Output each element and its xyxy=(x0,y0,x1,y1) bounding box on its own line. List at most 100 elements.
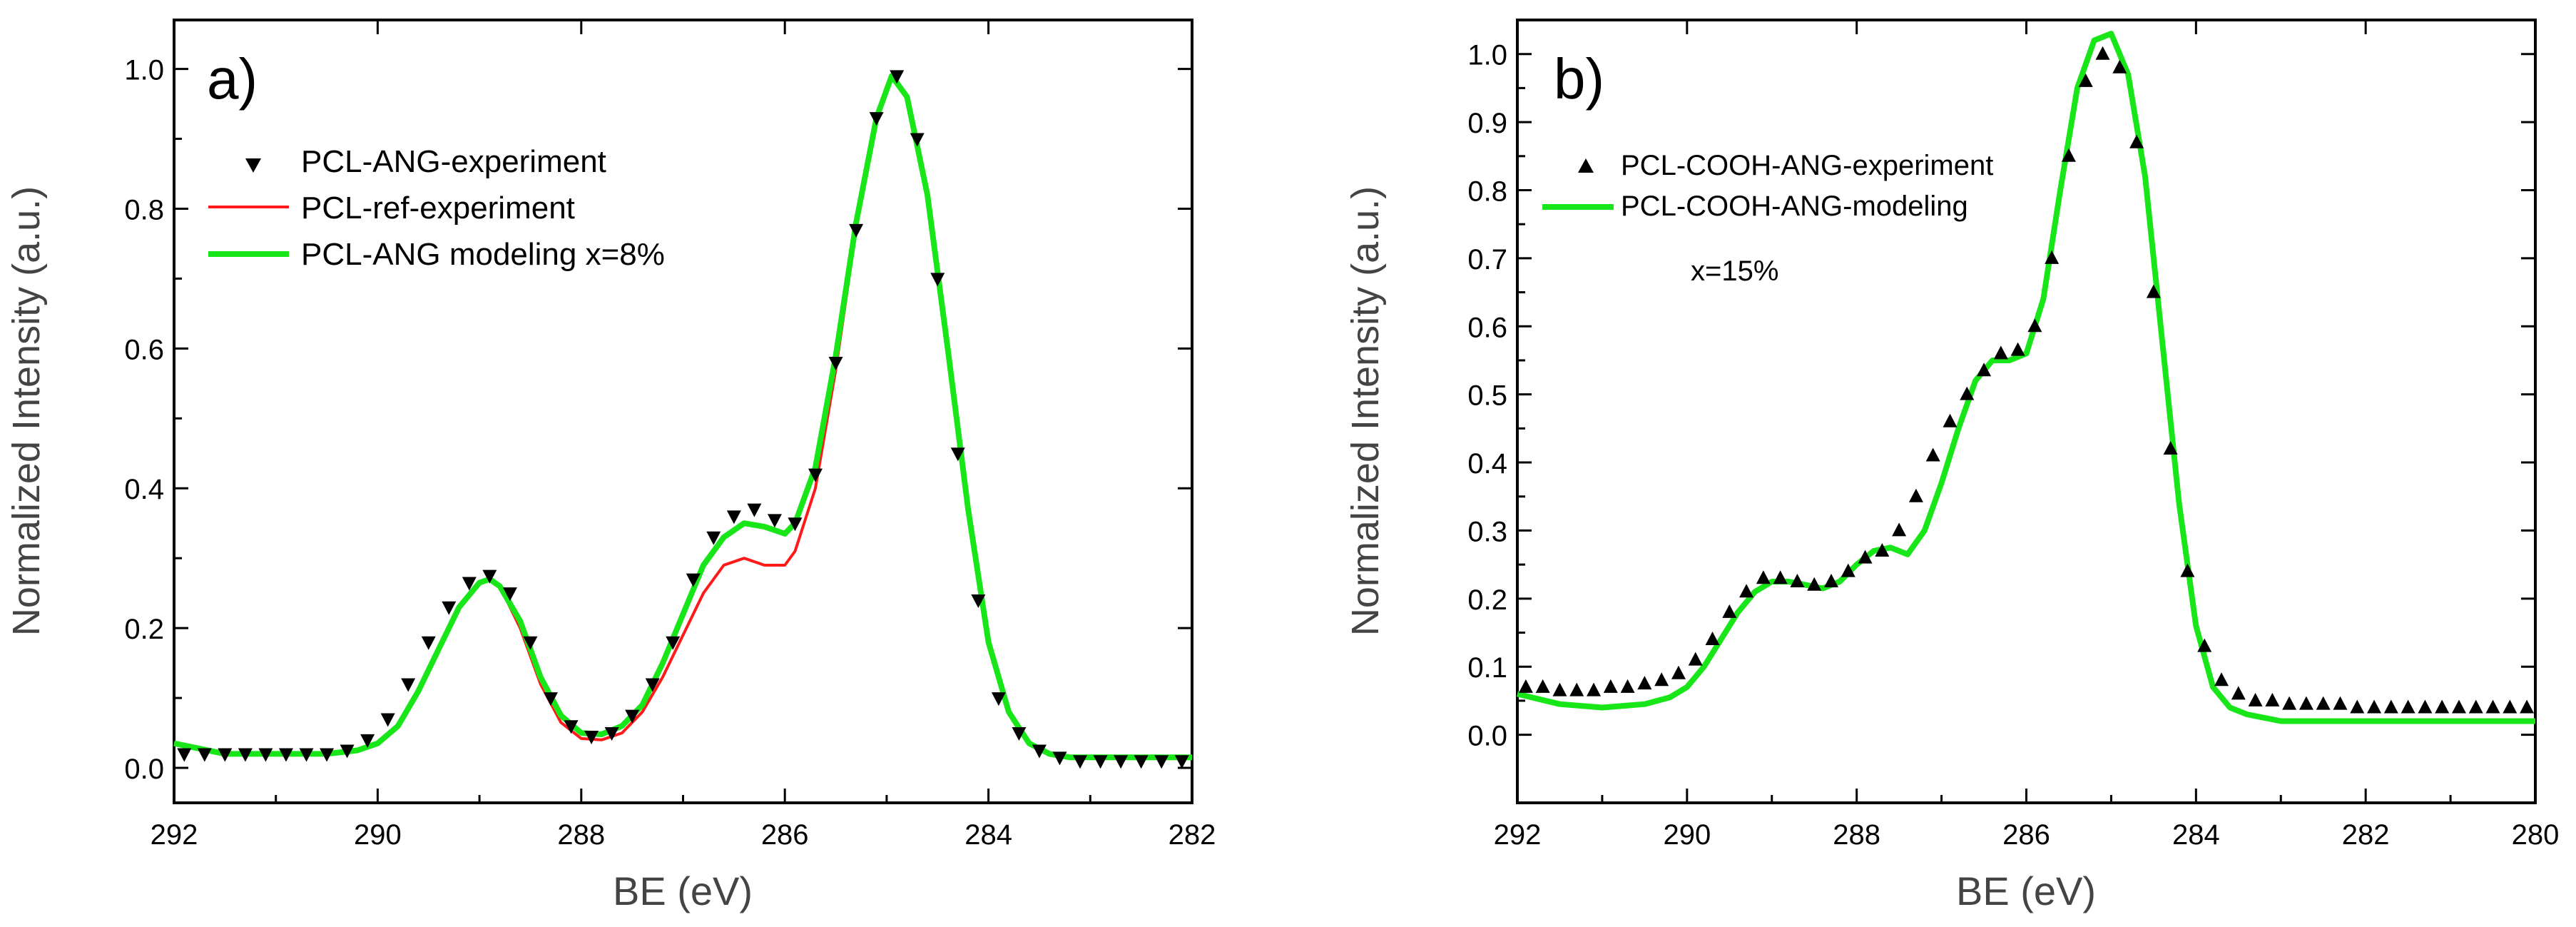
data-point xyxy=(1671,665,1686,679)
plot-frame-b xyxy=(1516,19,2537,804)
data-point xyxy=(1073,755,1088,769)
data-point xyxy=(666,636,681,650)
data-point xyxy=(828,356,843,370)
x-tick-label: 282 xyxy=(1169,819,1216,851)
data-point xyxy=(1823,573,1838,587)
panel-label-a: a) xyxy=(207,47,258,111)
data-point xyxy=(1620,679,1635,693)
data-point xyxy=(1773,570,1788,584)
data-point xyxy=(1858,549,1873,564)
data-point xyxy=(218,748,233,762)
data-point xyxy=(1943,413,1958,427)
y-tick-label: 0.4 xyxy=(124,474,164,505)
data-point xyxy=(564,720,579,734)
x-tick-label: 282 xyxy=(2342,819,2390,851)
data-point xyxy=(910,133,925,147)
y-tick-label: 0.4 xyxy=(1467,448,1507,480)
y-tick-label: 0.8 xyxy=(124,194,164,226)
legend-marker-pcl-cooh-ang-experiment xyxy=(1578,158,1594,173)
data-point xyxy=(380,713,395,727)
data-point xyxy=(2265,692,2280,706)
data-point xyxy=(462,577,477,591)
data-point xyxy=(2468,699,2483,714)
x-tick-label: 286 xyxy=(2002,819,2050,851)
data-point xyxy=(2418,699,2433,714)
data-point xyxy=(625,709,640,724)
data-point xyxy=(584,730,599,744)
data-point xyxy=(1705,632,1720,646)
data-point xyxy=(320,748,335,762)
data-point xyxy=(1114,755,1129,769)
data-point xyxy=(1688,652,1703,666)
data-point xyxy=(767,514,782,528)
data-point xyxy=(2316,696,2331,710)
data-point xyxy=(1925,447,1940,462)
legend-b: PCL-COOH-ANG-experiment PCL-COOH-ANG-mod… xyxy=(1542,150,1993,222)
series-line-pcl-cooh-ang-modeling xyxy=(1517,31,2535,724)
data-point xyxy=(2333,696,2348,710)
series-markers-pcl-cooh-ang-experiment xyxy=(1518,46,2535,714)
data-point xyxy=(604,727,619,741)
x-tick-label: 288 xyxy=(1833,819,1880,851)
data-point xyxy=(747,503,762,517)
data-point xyxy=(1552,682,1567,696)
y-tick-label: 1.0 xyxy=(1467,40,1507,71)
y-axis-ticks-a: 0.0 0.2 0.4 0.6 0.8 1.0 xyxy=(124,55,1192,785)
data-point xyxy=(686,573,701,587)
data-point xyxy=(869,112,884,126)
legend-label-pcl-ang-experiment: PCL-ANG-experiment xyxy=(301,144,606,179)
data-point xyxy=(788,517,803,532)
data-point xyxy=(2485,699,2500,714)
data-point xyxy=(2367,699,2382,714)
data-point xyxy=(971,594,986,608)
data-point xyxy=(1174,755,1189,769)
data-point xyxy=(2503,699,2518,714)
data-point xyxy=(2045,250,2060,264)
data-point xyxy=(1093,755,1108,769)
legend-label-pcl-ref-experiment: PCL-ref-experiment xyxy=(301,191,575,226)
x-tick-label: 292 xyxy=(151,819,198,851)
data-point xyxy=(1756,570,1771,584)
panel-label-b: b) xyxy=(1554,47,1604,111)
annotation-x-15: x=15% xyxy=(1691,255,1778,287)
data-point xyxy=(1993,345,2008,360)
x-axis-ticks-a: 292 290 288 286 284 282 xyxy=(151,20,1216,851)
y-tick-label: 0.6 xyxy=(124,334,164,365)
data-point xyxy=(543,692,558,706)
x-tick-label: 290 xyxy=(1663,819,1711,851)
data-point xyxy=(2078,73,2093,87)
data-point xyxy=(2010,342,2025,356)
data-point xyxy=(1977,363,1992,377)
data-point xyxy=(2248,692,2263,706)
data-point xyxy=(1790,573,1805,587)
data-point xyxy=(2282,696,2297,710)
data-point xyxy=(2146,284,2161,298)
data-point xyxy=(930,273,945,287)
data-point xyxy=(1875,543,1890,557)
y-tick-label: 0.6 xyxy=(1467,312,1507,343)
data-point xyxy=(2095,46,2110,60)
data-point xyxy=(2214,672,2229,687)
data-point xyxy=(1722,604,1737,618)
data-point xyxy=(1052,751,1067,766)
y-tick-label: 0.8 xyxy=(1467,176,1507,207)
data-point xyxy=(1637,676,1652,690)
y-tick-label: 0.0 xyxy=(124,754,164,785)
data-point xyxy=(706,531,721,545)
data-point xyxy=(2112,59,2127,74)
data-point xyxy=(849,223,864,238)
data-point xyxy=(890,70,905,84)
y-tick-label: 0.2 xyxy=(1467,584,1507,616)
data-point xyxy=(2231,686,2246,700)
data-point xyxy=(197,748,212,762)
legend-label-pcl-cooh-ang-experiment: PCL-COOH-ANG-experiment xyxy=(1621,150,1993,181)
data-point xyxy=(808,468,823,482)
y-tick-label: 0.1 xyxy=(1467,652,1507,684)
data-point xyxy=(2435,699,2450,714)
x-axis-label-a: BE (eV) xyxy=(613,868,753,913)
data-point xyxy=(1960,386,1975,400)
data-point xyxy=(2027,318,2042,333)
x-tick-label: 280 xyxy=(2512,819,2560,851)
y-tick-label: 0.5 xyxy=(1467,380,1507,412)
data-point xyxy=(2061,148,2076,162)
